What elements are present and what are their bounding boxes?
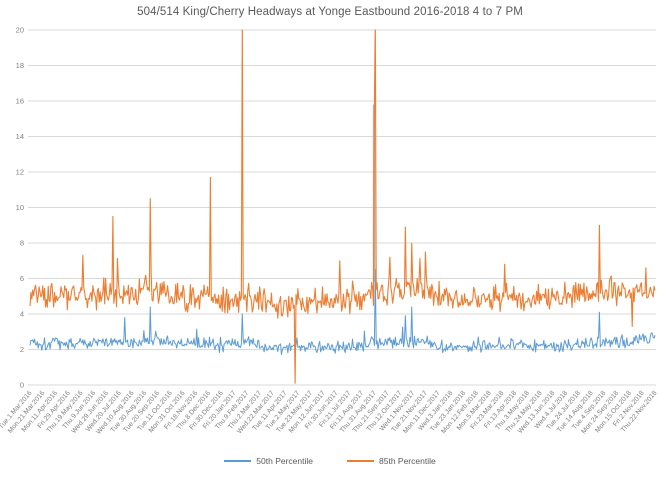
series-lines — [29, 29, 656, 384]
y-axis-label-18: 18 — [16, 61, 24, 70]
y-axis-label-20: 20 — [16, 26, 24, 35]
series-line-50th-percentile — [29, 269, 656, 356]
y-axis-label-4: 4 — [20, 310, 24, 319]
y-axis-label-6: 6 — [20, 274, 24, 283]
x-axis-labels: Tue.1.Mar.2016Mon.21.Mar.2016Mon.11.Apr.… — [0, 390, 659, 436]
legend-item-50th: 50th Percentile — [224, 456, 313, 466]
series-line-85th-percentile — [29, 29, 656, 384]
y-axis-labels: 0 2 4 6 8 10 12 14 16 18 20 — [16, 26, 24, 390]
y-axis-label-14: 14 — [16, 132, 24, 141]
y-axis-label-10: 10 — [16, 203, 24, 212]
y-axis-label-0: 0 — [20, 381, 24, 390]
y-axis-label-16: 16 — [16, 97, 24, 106]
legend-label-50th: 50th Percentile — [256, 456, 313, 466]
legend-label-85th: 85th Percentile — [379, 456, 436, 466]
chart-title: 504/514 King/Cherry Headways at Yonge Ea… — [137, 6, 523, 18]
legend-line-50th-icon — [224, 460, 252, 462]
y-axis-label-2: 2 — [20, 345, 24, 354]
chart-legend: 50th Percentile 85th Percentile — [0, 456, 660, 466]
y-axis-label-12: 12 — [16, 168, 24, 177]
y-axis-label-8: 8 — [20, 239, 24, 248]
y-gridlines — [28, 29, 656, 386]
legend-item-85th: 85th Percentile — [347, 456, 436, 466]
legend-line-85th-icon — [347, 460, 374, 462]
